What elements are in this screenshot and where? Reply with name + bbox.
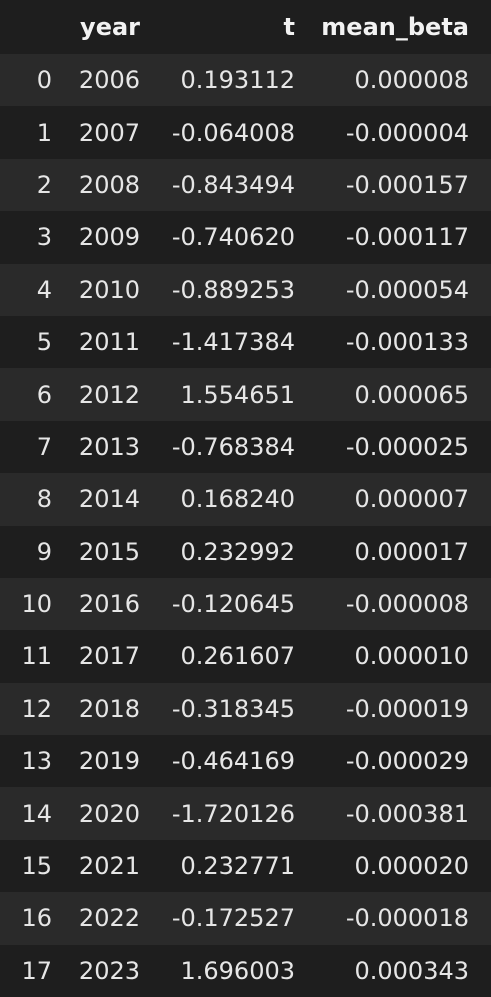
row-index: 12 bbox=[21, 694, 52, 723]
header-mean-beta: mean_beta bbox=[321, 13, 469, 41]
cell-year: 2021 bbox=[78, 852, 140, 881]
table-row: 8 2014 0.168240 0.000007 bbox=[0, 473, 491, 526]
cell-year: 2009 bbox=[78, 223, 140, 252]
header-t: t bbox=[283, 13, 295, 41]
cell-year: 2023 bbox=[78, 956, 140, 985]
table-row: 15 2021 0.232771 0.000020 bbox=[0, 839, 491, 893]
table-row: 7 2013 -0.768384 -0.000025 bbox=[0, 420, 491, 474]
cell-year: 2007 bbox=[78, 118, 140, 147]
cell-mean-beta: -0.000018 bbox=[345, 904, 469, 933]
row-index: 13 bbox=[21, 747, 52, 776]
table-row: 11 2017 0.261607 0.000010 bbox=[0, 630, 491, 683]
table-row: 12 2018 -0.318345 -0.000019 bbox=[0, 682, 491, 736]
cell-t: 0.232992 bbox=[180, 537, 295, 566]
cell-year: 2022 bbox=[78, 904, 140, 933]
cell-mean-beta: 0.000008 bbox=[354, 66, 469, 95]
row-index: 10 bbox=[21, 590, 52, 619]
cell-t: 1.554651 bbox=[180, 380, 295, 409]
table-row: 2 2008 -0.843494 -0.000157 bbox=[0, 158, 491, 212]
row-index: 11 bbox=[21, 642, 52, 671]
row-index: 9 bbox=[36, 537, 52, 566]
cell-t: -0.740620 bbox=[171, 223, 295, 252]
row-index: 7 bbox=[36, 432, 52, 461]
cell-t: -0.318345 bbox=[171, 694, 295, 723]
cell-t: -1.417384 bbox=[171, 328, 295, 357]
row-index: 16 bbox=[21, 904, 52, 933]
cell-year: 2010 bbox=[78, 275, 140, 304]
cell-year: 2012 bbox=[78, 380, 140, 409]
table-row: 13 2019 -0.464169 -0.000029 bbox=[0, 735, 491, 788]
row-index: 6 bbox=[36, 380, 52, 409]
row-index: 5 bbox=[36, 328, 52, 357]
cell-mean-beta: 0.000017 bbox=[354, 537, 469, 566]
cell-t: -0.120645 bbox=[171, 590, 295, 619]
cell-t: -0.064008 bbox=[171, 118, 295, 147]
cell-year: 2019 bbox=[78, 747, 140, 776]
table-row: 9 2015 0.232992 0.000017 bbox=[0, 525, 491, 578]
cell-t: -1.720126 bbox=[171, 799, 295, 828]
cell-mean-beta: 0.000065 bbox=[354, 380, 469, 409]
cell-t: 0.261607 bbox=[180, 642, 295, 671]
table-row: 17 2023 1.696003 0.000343 bbox=[0, 944, 491, 997]
cell-mean-beta: -0.000381 bbox=[345, 799, 469, 828]
cell-mean-beta: 0.000020 bbox=[354, 852, 469, 881]
cell-year: 2020 bbox=[78, 799, 140, 828]
cell-year: 2014 bbox=[78, 485, 140, 514]
cell-mean-beta: 0.000343 bbox=[354, 956, 469, 985]
cell-t: 0.168240 bbox=[180, 485, 295, 514]
row-index: 3 bbox=[36, 223, 52, 252]
cell-mean-beta: -0.000008 bbox=[345, 590, 469, 619]
cell-t: -0.843494 bbox=[171, 170, 295, 199]
cell-t: -0.172527 bbox=[171, 904, 295, 933]
row-index: 14 bbox=[21, 799, 52, 828]
table-row: 4 2010 -0.889253 -0.000054 bbox=[0, 263, 491, 316]
cell-year: 2013 bbox=[78, 432, 140, 461]
cell-year: 2008 bbox=[78, 170, 140, 199]
row-index: 17 bbox=[21, 956, 52, 985]
row-index: 0 bbox=[36, 66, 52, 95]
table-row: 5 2011 -1.417384 -0.000133 bbox=[0, 315, 491, 369]
table-row: 16 2022 -0.172527 -0.000018 bbox=[0, 892, 491, 945]
cell-year: 2011 bbox=[78, 328, 140, 357]
cell-year: 2018 bbox=[78, 694, 140, 723]
table-body: 0 2006 0.193112 0.000008 1 2007 -0.064008 -0.00… bbox=[0, 54, 491, 997]
cell-year: 2017 bbox=[78, 642, 140, 671]
header-index bbox=[0, 0, 62, 54]
cell-mean-beta: -0.000025 bbox=[345, 432, 469, 461]
cell-t: -0.464169 bbox=[171, 747, 295, 776]
cell-mean-beta: 0.000007 bbox=[354, 485, 469, 514]
cell-mean-beta: 0.000010 bbox=[354, 642, 469, 671]
table-row: 1 2007 -0.064008 -0.000004 bbox=[0, 106, 491, 159]
row-index: 1 bbox=[36, 118, 52, 147]
cell-year: 2006 bbox=[78, 66, 140, 95]
cell-mean-beta: -0.000117 bbox=[345, 223, 469, 252]
row-index: 2 bbox=[36, 170, 52, 199]
cell-mean-beta: -0.000157 bbox=[345, 170, 469, 199]
cell-mean-beta: -0.000133 bbox=[345, 328, 469, 357]
table-row: 10 2016 -0.120645 -0.000008 bbox=[0, 577, 491, 631]
cell-year: 2016 bbox=[78, 590, 140, 619]
cell-t: 1.696003 bbox=[180, 956, 295, 985]
header-row: year t mean_beta bbox=[0, 0, 491, 54]
cell-t: -0.768384 bbox=[171, 432, 295, 461]
cell-mean-beta: -0.000004 bbox=[345, 118, 469, 147]
cell-mean-beta: -0.000054 bbox=[345, 275, 469, 304]
row-index: 15 bbox=[21, 852, 52, 881]
cell-t: 0.193112 bbox=[180, 66, 295, 95]
cell-mean-beta: -0.000029 bbox=[345, 747, 469, 776]
table-header: year t mean_beta bbox=[0, 0, 491, 54]
row-index: 4 bbox=[36, 275, 52, 304]
cell-t: 0.232771 bbox=[180, 852, 295, 881]
cell-year: 2015 bbox=[78, 537, 140, 566]
cell-t: -0.889253 bbox=[171, 275, 295, 304]
table-row: 0 2006 0.193112 0.000008 bbox=[0, 54, 491, 107]
header-year: year bbox=[80, 13, 140, 41]
table-row: 3 2009 -0.740620 -0.000117 bbox=[0, 211, 491, 264]
row-index: 8 bbox=[36, 485, 52, 514]
table-row: 14 2020 -1.720126 -0.000381 bbox=[0, 787, 491, 840]
cell-mean-beta: -0.000019 bbox=[345, 694, 469, 723]
table-row: 6 2012 1.554651 0.000065 bbox=[0, 368, 491, 421]
